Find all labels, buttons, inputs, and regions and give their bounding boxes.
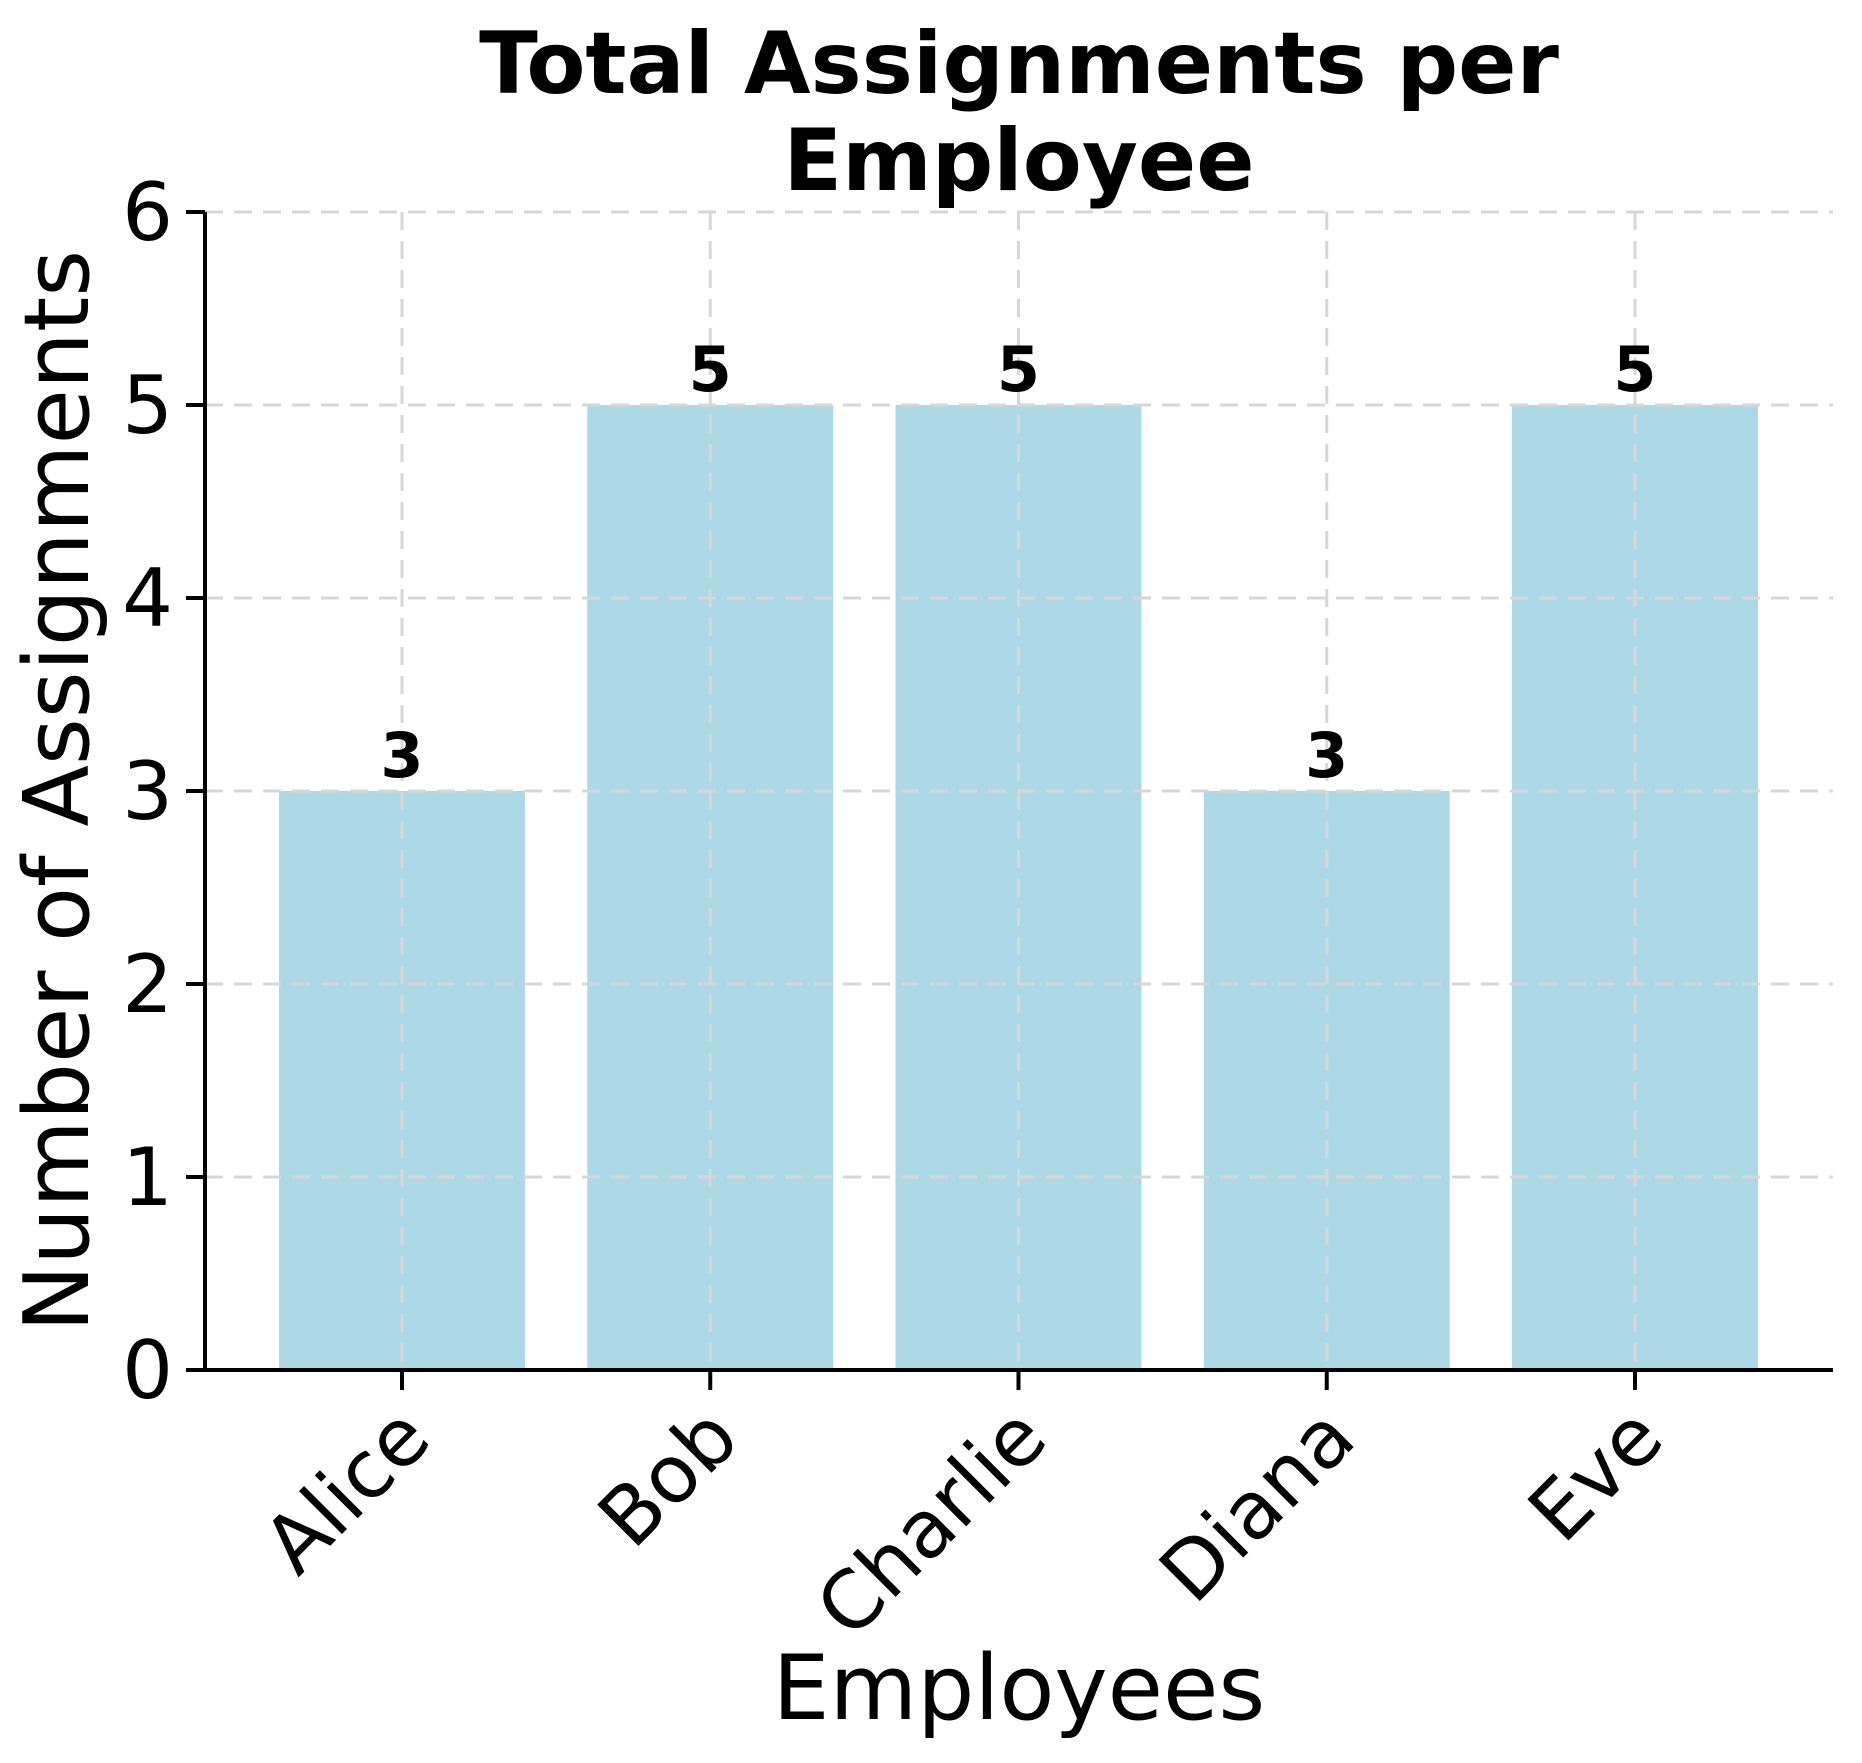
bar-value-label: 5: [689, 333, 732, 406]
y-tick-label: 0: [122, 1324, 173, 1417]
bar-value-label: 5: [997, 333, 1040, 406]
y-tick-label: 3: [122, 745, 173, 838]
bar-value-label: 3: [380, 719, 423, 792]
x-tick-label: Eve: [1511, 1390, 1681, 1560]
y-tick-label: 2: [122, 938, 173, 1031]
y-tick-label: 4: [122, 552, 173, 645]
bar-value-label: 3: [1305, 719, 1348, 792]
bar-diana: [1203, 791, 1450, 1370]
x-tick-label: Charlie: [799, 1390, 1064, 1655]
x-tick-label: Bob: [581, 1390, 756, 1565]
x-axis-label: Employees: [772, 1636, 1266, 1741]
bar-alice: [279, 791, 525, 1370]
y-tick-label: 1: [122, 1131, 173, 1224]
y-tick-label: 6: [122, 166, 173, 259]
chart-title: Total Assignments per Employee: [479, 14, 1559, 212]
bar-value-label: 5: [1613, 333, 1656, 406]
y-tick-label: 5: [122, 359, 173, 452]
x-tick-label: Alice: [246, 1390, 448, 1592]
x-tick-label: Diana: [1142, 1390, 1372, 1620]
